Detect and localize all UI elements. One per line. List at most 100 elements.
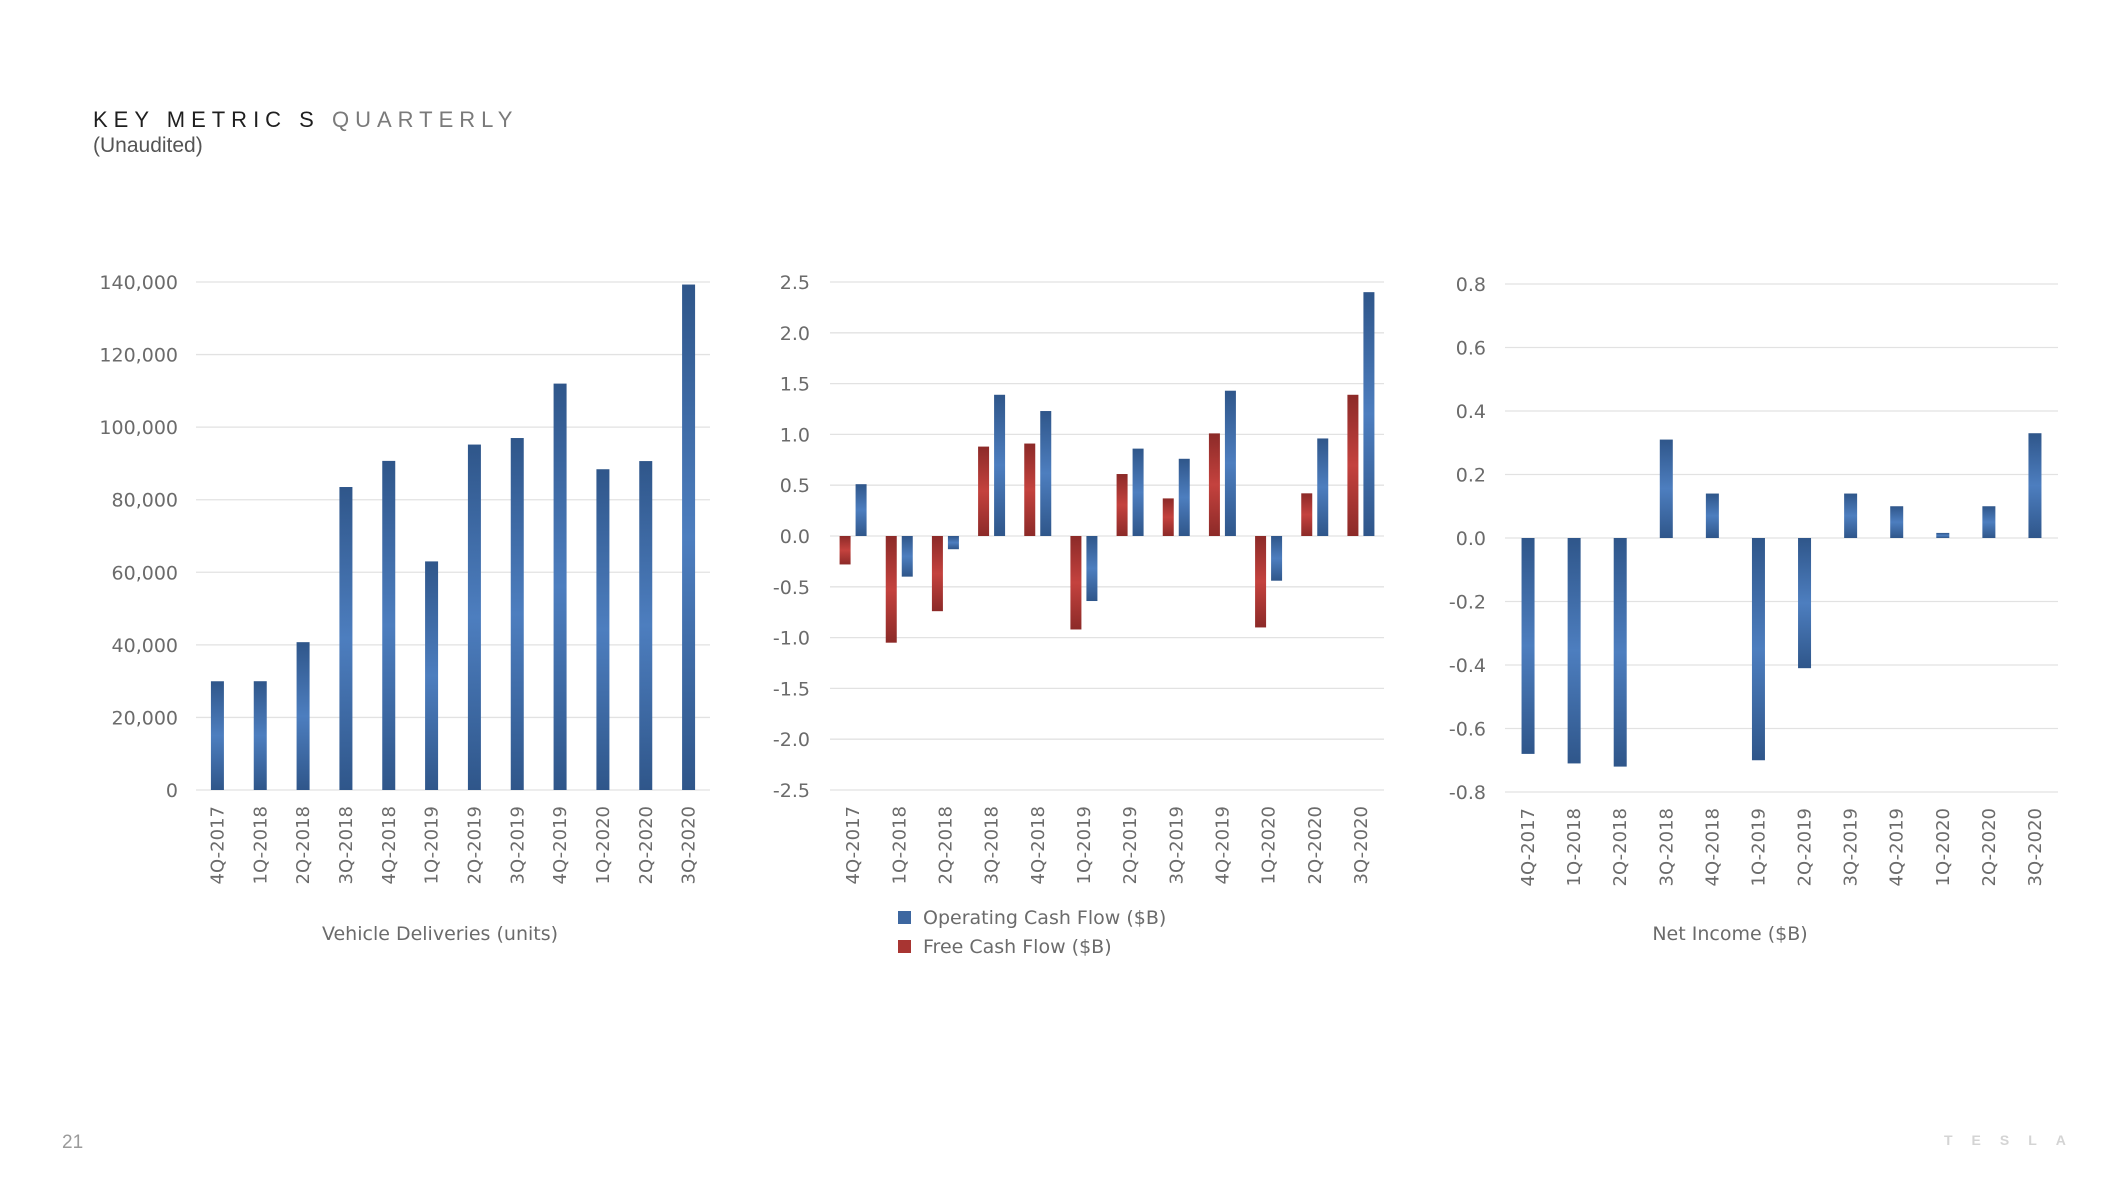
bar	[1208, 433, 1220, 536]
bar	[596, 469, 610, 790]
x-tick-label: 1Q-2019	[1748, 808, 1769, 886]
x-tick-label: 1Q-2020	[1259, 806, 1280, 884]
bar	[253, 681, 267, 790]
bar	[1162, 498, 1174, 536]
x-tick-label: 3Q-2018	[982, 806, 1003, 884]
bar	[1705, 493, 1719, 538]
x-tick-label: 2Q-2018	[293, 806, 314, 884]
x-tick-label: 4Q-2018	[1028, 806, 1049, 884]
bar	[1844, 493, 1858, 538]
x-tick-label: 2Q-2018	[1610, 808, 1631, 886]
bar	[1024, 443, 1036, 536]
x-tick-label: 1Q-2019	[422, 806, 443, 884]
page-number: 21	[62, 1132, 84, 1153]
bar	[467, 444, 481, 790]
x-axis-label: Net Income ($B)	[1652, 923, 1807, 945]
tesla-logo: TESLA	[1944, 1132, 2085, 1148]
bar	[339, 487, 353, 790]
x-tick-label: 4Q-2017	[207, 806, 228, 884]
x-tick-label: 3Q-2019	[1166, 806, 1187, 884]
y-tick-label: -1.0	[773, 628, 810, 650]
x-tick-label: 4Q-2019	[550, 806, 571, 884]
y-tick-label: -0.6	[1449, 719, 1486, 741]
y-tick-label: 0.0	[780, 526, 810, 548]
x-tick-label: 3Q-2018	[1656, 808, 1677, 886]
y-tick-label: 0.2	[1456, 465, 1486, 487]
bar	[1116, 474, 1128, 536]
bar	[1521, 538, 1535, 754]
bar	[682, 284, 696, 790]
y-tick-label: 140,000	[99, 272, 178, 294]
title-sub: QUARTERLY	[331, 107, 519, 132]
bar	[1659, 439, 1673, 538]
x-tick-label: 4Q-2017	[1518, 808, 1539, 886]
x-tick-label: 4Q-2017	[843, 806, 864, 884]
bar	[1347, 394, 1359, 536]
x-tick-label: 2Q-2019	[1120, 806, 1141, 884]
x-tick-label: 3Q-2020	[679, 806, 700, 884]
y-tick-label: 2.0	[780, 323, 810, 345]
bar	[1798, 538, 1812, 669]
bar	[901, 536, 913, 577]
y-tick-label: 2.5	[780, 272, 810, 294]
x-tick-label: 1Q-2020	[1933, 808, 1954, 886]
y-tick-label: 0.6	[1456, 338, 1486, 360]
bar	[855, 484, 867, 536]
page-subtitle: (Unaudited)	[93, 134, 203, 157]
x-tick-label: 3Q-2020	[1351, 806, 1372, 884]
page-title: KEY METRIC S QUARTERLY	[93, 107, 518, 133]
y-tick-label: 1.0	[780, 424, 810, 446]
bar	[1255, 536, 1267, 628]
bar	[553, 383, 567, 790]
x-tick-label: 3Q-2018	[336, 806, 357, 884]
y-tick-label: -2.0	[773, 729, 810, 751]
y-tick-label: 60,000	[112, 562, 178, 584]
bar	[1751, 538, 1765, 761]
x-tick-label: 4Q-2019	[1212, 806, 1233, 884]
y-tick-label: 120,000	[99, 345, 178, 367]
x-tick-label: 2Q-2018	[935, 806, 956, 884]
bar	[210, 681, 224, 790]
bar	[510, 438, 524, 790]
bar	[931, 536, 943, 612]
bar	[1982, 506, 1996, 538]
x-tick-label: 1Q-2020	[593, 806, 614, 884]
bar	[947, 536, 959, 550]
bar	[1224, 390, 1236, 536]
x-tick-label: 1Q-2018	[250, 806, 271, 884]
y-tick-label: 80,000	[112, 490, 178, 512]
y-tick-label: 0.4	[1456, 401, 1486, 423]
y-tick-label: 20,000	[112, 707, 178, 729]
x-tick-label: 2Q-2019	[1795, 808, 1816, 886]
x-tick-label: 1Q-2018	[1564, 808, 1585, 886]
y-tick-label: 0.0	[1456, 528, 1486, 550]
x-tick-label: 1Q-2018	[889, 806, 910, 884]
bar	[1317, 438, 1329, 536]
bar	[639, 461, 653, 790]
x-tick-label: 2Q-2020	[636, 806, 657, 884]
bar	[382, 460, 396, 790]
legend-swatch	[898, 911, 911, 924]
bar	[885, 536, 897, 643]
legend-swatch	[898, 940, 911, 953]
x-tick-label: 2Q-2019	[464, 806, 485, 884]
bar	[1132, 448, 1144, 536]
bar	[978, 446, 990, 536]
y-tick-label: 40,000	[112, 635, 178, 657]
x-tick-label: 4Q-2018	[379, 806, 400, 884]
x-tick-label: 3Q-2019	[507, 806, 528, 884]
bar	[296, 642, 310, 790]
x-tick-label: 2Q-2020	[1979, 808, 2000, 886]
y-tick-label: -0.2	[1449, 592, 1486, 614]
bar	[425, 561, 439, 790]
bar	[1936, 532, 1950, 538]
y-tick-label: 0.8	[1456, 274, 1486, 296]
y-tick-label: -0.4	[1449, 655, 1486, 677]
bar	[1613, 538, 1627, 767]
bar	[1178, 458, 1190, 536]
x-axis-label: Vehicle Deliveries (units)	[322, 923, 558, 945]
bar	[1086, 536, 1098, 602]
x-tick-label: 1Q-2019	[1074, 806, 1095, 884]
x-tick-label: 3Q-2019	[1841, 808, 1862, 886]
